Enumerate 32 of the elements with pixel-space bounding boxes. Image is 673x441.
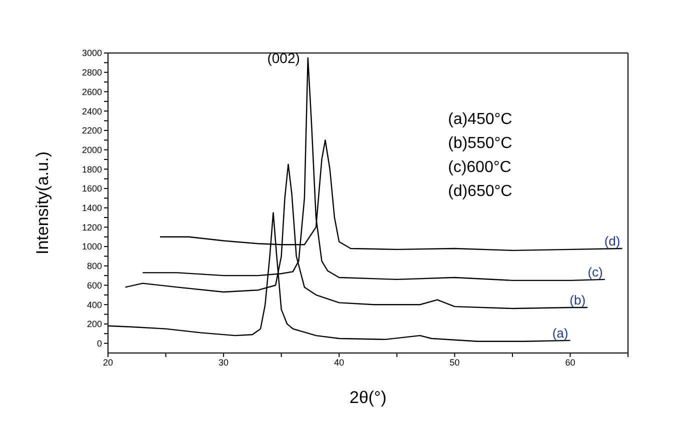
annotation: (d)650°C: [448, 182, 512, 202]
y-tick-label: 800: [86, 261, 102, 272]
y-tick-label: 200: [86, 319, 102, 330]
y-tick-label: 1000: [82, 242, 102, 252]
y-tick-label: 1600: [82, 184, 102, 194]
x-tick-label: 20: [102, 357, 114, 368]
y-axis-title: Intensity(a.u.): [33, 152, 52, 254]
y-tick-label: 3000: [82, 48, 102, 58]
y-tick-label: 1200: [82, 222, 102, 232]
x-tick-label: 30: [218, 357, 229, 368]
y-tick-label: 1400: [82, 203, 102, 214]
annotation: (c)600°C: [448, 158, 512, 178]
x-tick-label: 50: [450, 357, 460, 368]
y-tick-label: 1800: [82, 164, 102, 174]
x-axis-title: 2θ(°): [349, 388, 387, 407]
series-label: (d): [604, 233, 620, 248]
y-tick-label: 2400: [82, 106, 102, 116]
x-tick-label: 40: [334, 357, 344, 368]
y-tick-label: 600: [86, 280, 102, 290]
series-label: (c): [588, 264, 603, 280]
y-tick-label: 0: [96, 338, 102, 349]
y-tick-label: 2800: [82, 68, 102, 78]
y-tick-label: 2200: [82, 126, 102, 136]
y-tick-label: 2000: [82, 144, 102, 155]
annotation: (b)550°C: [448, 134, 512, 154]
y-tick-label: 400: [86, 300, 102, 310]
x-tick-label: 60: [565, 357, 576, 368]
y-tick-label: 2600: [82, 86, 102, 97]
annotation: (002): [267, 50, 300, 66]
annotation: (a)450°C: [448, 110, 512, 130]
series-label: (a): [552, 325, 568, 340]
series-label: (b): [570, 292, 586, 308]
